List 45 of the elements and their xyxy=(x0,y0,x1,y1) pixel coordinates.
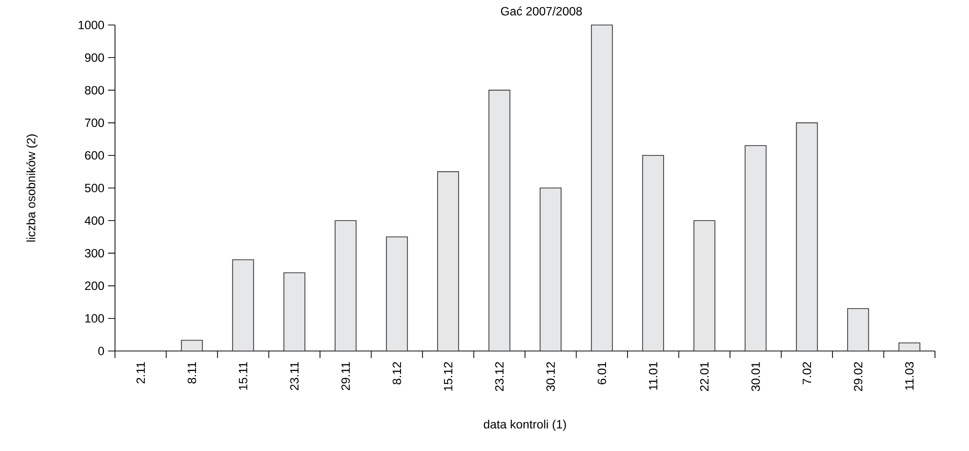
y-tick-label: 500 xyxy=(84,184,104,192)
x-tick-label: 29.02 xyxy=(854,362,862,391)
y-tick-label: 200 xyxy=(85,282,104,290)
x-tick-label: 15.11 xyxy=(238,362,248,390)
y-tick-label: 0 xyxy=(98,346,104,356)
y-tick-label: 300 xyxy=(84,248,104,258)
bar xyxy=(898,342,920,352)
bar xyxy=(386,236,408,352)
y-axis-title: liczba osobników (2) xyxy=(26,134,38,242)
bar xyxy=(488,90,510,352)
x-tick-label: 15.12 xyxy=(444,362,452,391)
x-tick-label: 29.11 xyxy=(341,362,350,390)
bar xyxy=(283,272,306,352)
x-tick-label: 2.11 xyxy=(136,362,145,384)
x-tick-label: 30.01 xyxy=(751,362,760,392)
bar xyxy=(642,155,664,352)
x-tick-label: 8.11 xyxy=(188,362,196,384)
bar xyxy=(590,24,613,352)
bar xyxy=(232,259,254,352)
y-tick-label: 400 xyxy=(84,216,104,225)
y-tick-label: 600 xyxy=(85,151,104,160)
y-tick-label: 1000 xyxy=(78,20,104,30)
x-tick-label: 30.12 xyxy=(546,362,555,392)
x-tick-label: 6.01 xyxy=(598,362,606,384)
y-tick-label: 900 xyxy=(85,53,104,62)
x-tick-label: 8.12 xyxy=(392,362,402,384)
x-tick-label: 11.01 xyxy=(648,362,658,390)
bar xyxy=(744,145,767,352)
bar xyxy=(334,220,357,352)
x-tick-label: 23.12 xyxy=(495,362,504,391)
bar xyxy=(847,308,870,352)
bar xyxy=(180,340,203,352)
chart-title: Gać 2007/2008 xyxy=(500,6,582,16)
bar xyxy=(540,188,562,352)
bar xyxy=(796,122,818,352)
x-tick-label: 23.11 xyxy=(290,362,299,390)
x-tick-label: 22.01 xyxy=(700,362,709,391)
bar xyxy=(437,171,460,352)
y-tick-label: 800 xyxy=(84,86,104,94)
x-tick-label: 7.02 xyxy=(802,362,812,384)
y-tick-label: 700 xyxy=(85,118,104,128)
x-tick-label: 11.03 xyxy=(905,362,914,390)
y-tick-label: 100 xyxy=(85,314,104,323)
x-axis-title: data kontroli (1) xyxy=(484,420,566,431)
bar xyxy=(693,220,716,352)
